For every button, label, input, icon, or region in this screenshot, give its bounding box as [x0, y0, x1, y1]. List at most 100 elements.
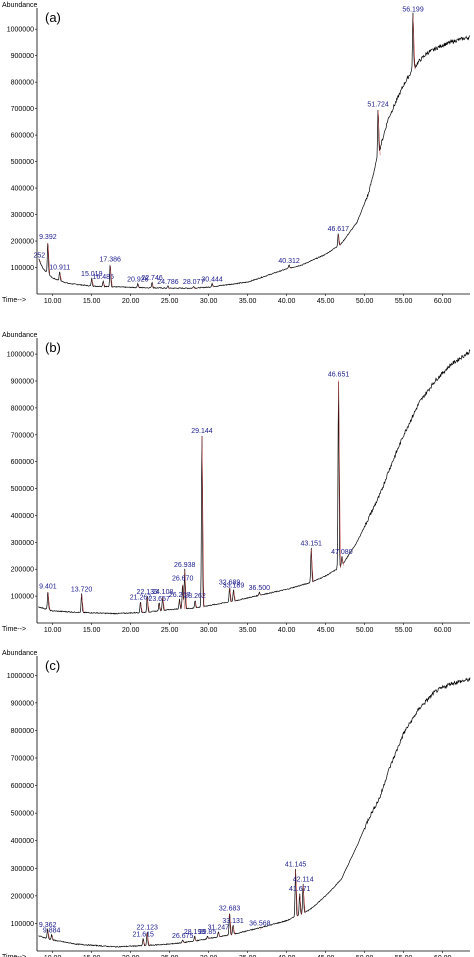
peak-label: 252 — [33, 253, 45, 260]
peak-label: 21.267 — [130, 594, 152, 601]
y-tick-label: 500000 — [11, 159, 34, 166]
x-tick-label: 25.00 — [161, 627, 179, 634]
x-tick-label: 30.00 — [200, 955, 218, 957]
peak-integration-mark — [158, 604, 162, 611]
peak-label: 9.401 — [39, 584, 57, 591]
peak-integration-mark — [47, 243, 51, 274]
panel-label: (a) — [45, 10, 61, 25]
peak-label: 22.123 — [136, 925, 158, 932]
x-tick-label: 10.00 — [44, 298, 62, 305]
x-tick-label: 20.00 — [122, 627, 140, 634]
y-tick-label: 900000 — [11, 53, 34, 60]
y-tick-label: 200000 — [11, 893, 34, 900]
peak-label: 40.312 — [278, 258, 300, 265]
y-tick-label: 1000000 — [7, 27, 34, 34]
peak-label: 32.689 — [219, 580, 241, 587]
peak-integration-mark — [259, 927, 263, 930]
peak-integration-mark — [109, 265, 113, 287]
y-tick-label: 300000 — [11, 866, 34, 873]
x-tick-label: 20.00 — [122, 955, 140, 957]
x-tick-label: 15.00 — [83, 298, 101, 305]
peak-label: 29.144 — [191, 428, 213, 435]
x-tick-label: 25.00 — [161, 298, 179, 305]
y-axis-label: Abundance — [2, 2, 38, 9]
peak-label: 26.670 — [172, 576, 194, 583]
peak-integration-mark — [377, 110, 381, 156]
x-tick-label: 45.00 — [317, 955, 335, 957]
peak-integration-mark — [51, 936, 54, 940]
x-tick-label: 35.00 — [239, 298, 257, 305]
y-tick-label: 600000 — [11, 133, 34, 140]
peak-integration-mark — [102, 282, 106, 287]
peak-label: 32.683 — [219, 905, 241, 912]
y-tick-label: 300000 — [11, 212, 34, 219]
chromatogram-trace — [38, 677, 471, 948]
x-tick-label: 30.00 — [200, 298, 218, 305]
peak-label: 23.657 — [148, 596, 170, 603]
panel-label: (c) — [45, 658, 60, 673]
peak-integration-mark — [194, 937, 197, 942]
peak-integration-mark — [194, 602, 198, 608]
y-tick-label: 400000 — [11, 186, 34, 193]
y-tick-label: 400000 — [11, 513, 34, 520]
peak-label: 51.724 — [367, 102, 389, 109]
peak-label: 33.131 — [222, 918, 244, 925]
y-tick-label: 900000 — [11, 379, 34, 386]
x-tick-label: 40.00 — [278, 627, 296, 634]
peak-label: 31.247 — [208, 925, 230, 932]
y-tick-label: 100000 — [11, 921, 34, 928]
y-tick-label: 400000 — [11, 838, 34, 845]
x-tick-label: 10.00 — [44, 955, 62, 957]
x-tick-label: 35.00 — [239, 627, 257, 634]
peak-integration-mark — [140, 603, 143, 613]
peak-integration-mark — [47, 592, 51, 610]
peak-integration-mark — [162, 598, 165, 611]
peak-integration-mark — [259, 593, 262, 596]
y-axis-label: Abundance — [2, 332, 38, 339]
peak-integration-mark — [218, 933, 221, 938]
y-tick-label: 800000 — [11, 728, 34, 735]
peak-integration-mark — [184, 571, 188, 609]
y-tick-label: 700000 — [11, 106, 34, 113]
y-tick-label: 700000 — [11, 432, 34, 439]
y-tick-label: 200000 — [11, 239, 34, 246]
peak-integration-mark — [310, 549, 314, 583]
chromatogram-trace — [38, 12, 471, 290]
y-tick-label: 500000 — [11, 486, 34, 493]
y-tick-label: 600000 — [11, 459, 34, 466]
chart-panel-0: Abundance Time--> (a) 100000 200000 300000 400… — [2, 2, 471, 305]
peak-integration-mark — [147, 598, 150, 613]
y-tick-label: 600000 — [11, 783, 34, 790]
y-tick-label: 100000 — [11, 265, 34, 272]
x-tick-label: 60.00 — [434, 298, 452, 305]
peak-label: 9.392 — [39, 234, 57, 241]
x-tick-label: 10.00 — [44, 627, 62, 634]
peak-integration-mark — [338, 235, 341, 246]
peak-integration-mark — [288, 266, 292, 269]
chromatogram-trace — [38, 348, 471, 615]
peak-integration-mark — [201, 436, 205, 607]
x-tick-label: 45.00 — [317, 627, 335, 634]
peak-integration-mark — [59, 273, 62, 281]
peak-integration-mark — [233, 591, 236, 602]
y-tick-label: 800000 — [11, 80, 34, 87]
peak-integration-mark — [137, 285, 141, 288]
peak-label: 46.617 — [328, 226, 350, 233]
peak-integration-mark — [182, 941, 185, 943]
peak-integration-mark — [229, 914, 232, 935]
peak-label: 41.145 — [285, 861, 307, 868]
peak-label: 29.85 — [199, 929, 217, 936]
x-axis-label: Time--> — [2, 297, 26, 304]
peak-integration-mark — [47, 930, 50, 939]
peak-integration-mark — [341, 557, 345, 566]
peak-integration-mark — [229, 588, 232, 602]
y-tick-label: 1000000 — [7, 673, 34, 680]
peak-label: 20.926 — [127, 276, 149, 283]
peak-integration-mark — [211, 285, 215, 287]
x-tick-label: 60.00 — [434, 955, 452, 957]
chart-panel-2: Abundance Time--> (c) 100000 200000 300000 400… — [2, 650, 471, 957]
peak-label: 28.262 — [184, 593, 206, 600]
x-tick-label: 55.00 — [395, 298, 413, 305]
y-tick-label: 100000 — [11, 594, 34, 601]
peak-label: 15.019 — [81, 271, 103, 278]
